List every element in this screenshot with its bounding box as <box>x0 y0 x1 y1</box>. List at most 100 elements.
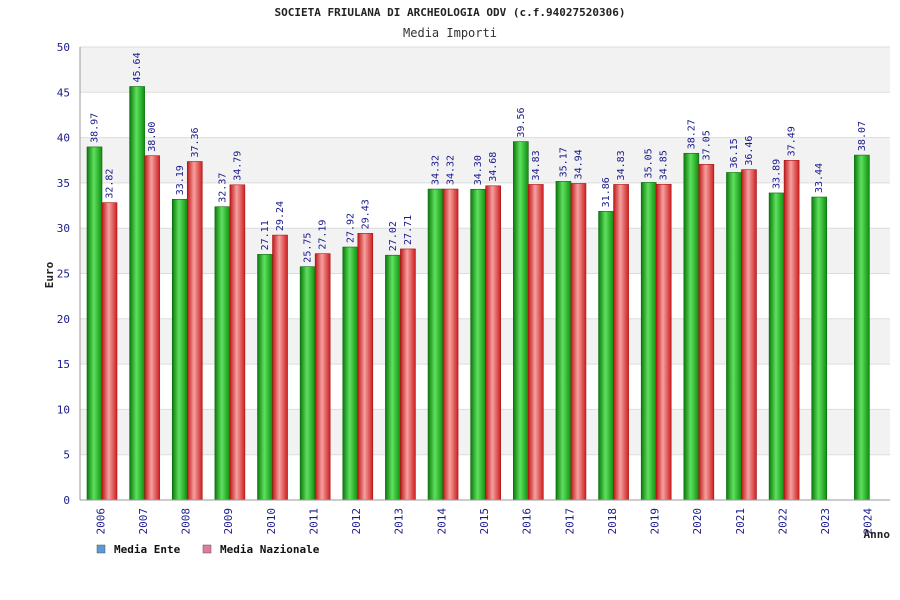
bars-group <box>86 86 870 501</box>
bar-media-ente <box>811 196 828 501</box>
y-axis-title: Euro <box>43 261 56 288</box>
bar-media-nazionale <box>655 183 672 501</box>
bar-media-ente <box>385 254 401 501</box>
legend-swatch-media-ente <box>96 544 106 554</box>
bar-value-label: 38.00 <box>147 122 158 152</box>
y-tick-label: 5 <box>63 449 70 462</box>
bar-value-label: 33.89 <box>772 159 783 189</box>
bar-media-nazionale <box>442 188 459 501</box>
x-tick-label: 2009 <box>222 508 235 535</box>
y-axis-ticks: 0 5 10 15 20 25 30 35 40 45 50 <box>57 41 70 507</box>
bar-media-ente <box>683 152 700 501</box>
bar-value-label: 37.36 <box>190 127 201 157</box>
bar-media-ente <box>555 181 572 501</box>
bar-value-label: 34.83 <box>616 150 627 180</box>
x-tick-label: 2024 <box>862 508 875 535</box>
y-tick-label: 40 <box>57 132 70 145</box>
bar-value-label: 34.79 <box>232 151 243 181</box>
x-tick-label: 2022 <box>776 508 789 535</box>
y-tick-label: 10 <box>57 403 70 416</box>
bar-media-ente <box>470 188 486 501</box>
y-tick-label: 45 <box>57 86 70 99</box>
bar-media-ente <box>854 154 870 501</box>
bar-media-ente <box>342 246 359 501</box>
bar-media-ente <box>86 146 103 501</box>
bar-labels-group: 38.97 32.82 45.64 38.00 33.19 37.36 32.37 34.79… <box>90 52 868 262</box>
y-tick-label: 30 <box>57 222 70 235</box>
chart-title: SOCIETA FRIULANA DI ARCHEOLOGIA ODV (c.f… <box>275 6 626 19</box>
y-tick-label: 25 <box>57 268 70 281</box>
bar-media-nazionale <box>570 183 587 501</box>
bar-value-label: 45.64 <box>132 52 143 82</box>
bar-media-ente <box>640 182 657 501</box>
bar-value-label: 34.32 <box>446 155 457 185</box>
bar-media-nazionale <box>613 184 629 501</box>
bar-value-label: 27.92 <box>345 213 356 243</box>
bar-value-label: 32.82 <box>105 169 116 199</box>
bar-value-label: 34.83 <box>531 150 542 180</box>
bar-value-label: 33.19 <box>175 165 186 195</box>
bar-value-label: 37.49 <box>787 126 798 156</box>
bar-media-nazionale <box>186 161 203 501</box>
bar-value-label: 36.15 <box>729 138 740 168</box>
bar-value-label: 33.44 <box>814 163 825 193</box>
x-tick-label: 2014 <box>435 508 448 535</box>
bar-value-label: 34.85 <box>659 150 670 180</box>
bar-value-label: 27.19 <box>318 220 329 250</box>
bar-value-label: 34.68 <box>488 152 499 182</box>
x-tick-label: 2016 <box>521 508 534 535</box>
bar-media-ente <box>427 188 444 501</box>
bar-media-nazionale <box>314 253 331 501</box>
bar-value-label: 32.37 <box>217 173 228 203</box>
bar-media-nazionale <box>229 184 246 501</box>
bar-value-label: 29.43 <box>360 199 371 229</box>
bar-value-label: 35.05 <box>644 148 655 178</box>
bar-value-label: 34.94 <box>573 149 584 179</box>
bar-media-nazionale <box>101 202 118 501</box>
bar-value-label: 27.11 <box>260 220 271 250</box>
x-tick-label: 2012 <box>350 508 363 535</box>
bar-value-label: 38.97 <box>90 113 101 143</box>
bar-value-label: 37.05 <box>701 130 712 160</box>
bar-media-ente <box>598 211 614 501</box>
x-tick-label: 2011 <box>307 508 320 535</box>
legend-label-media-nazionale: Media Nazionale <box>220 543 320 556</box>
bar-value-label: 27.71 <box>403 215 414 245</box>
bar-media-ente <box>214 206 231 501</box>
y-tick-label: 20 <box>57 313 70 326</box>
plot-band <box>80 47 890 93</box>
x-tick-label: 2010 <box>265 508 278 535</box>
y-tick-label: 0 <box>63 494 70 507</box>
bar-media-ente <box>768 192 785 501</box>
bar-media-ente <box>726 172 742 501</box>
bar-media-nazionale <box>698 164 715 501</box>
bar-media-nazionale <box>400 248 416 501</box>
bar-media-ente <box>513 141 529 501</box>
x-tick-label: 2015 <box>478 508 491 535</box>
legend-swatch-media-nazionale <box>202 544 212 554</box>
x-tick-label: 2007 <box>137 508 150 535</box>
bar-media-nazionale <box>357 233 374 501</box>
bar-value-label: 38.07 <box>857 121 868 151</box>
bar-value-label: 35.17 <box>558 147 569 177</box>
bar-media-ente <box>299 266 316 501</box>
bar-media-nazionale <box>144 155 160 501</box>
legend-label-media-ente: Media Ente <box>114 543 181 556</box>
x-tick-label: 2008 <box>180 508 193 535</box>
bar-value-label: 34.30 <box>473 155 484 185</box>
bar-value-label: 29.24 <box>275 201 286 231</box>
bar-media-nazionale <box>783 160 800 501</box>
chart-subtitle: Media Importi <box>403 26 497 40</box>
bar-value-label: 36.46 <box>744 136 755 166</box>
bar-media-nazionale <box>528 184 544 501</box>
bar-value-label: 38.27 <box>686 119 697 149</box>
legend: Media Ente Media Nazionale <box>96 543 320 556</box>
y-tick-label: 50 <box>57 41 70 54</box>
legend-item-media-nazionale: Media Nazionale <box>202 543 320 556</box>
x-axis-ticks: 2006 2007 2008 2009 2010 2011 2012 2013 2014 2015… <box>94 508 874 535</box>
y-tick-label: 35 <box>57 177 70 190</box>
x-tick-label: 2023 <box>819 508 832 535</box>
bar-media-nazionale <box>741 169 757 501</box>
bar-media-nazionale <box>485 185 501 501</box>
